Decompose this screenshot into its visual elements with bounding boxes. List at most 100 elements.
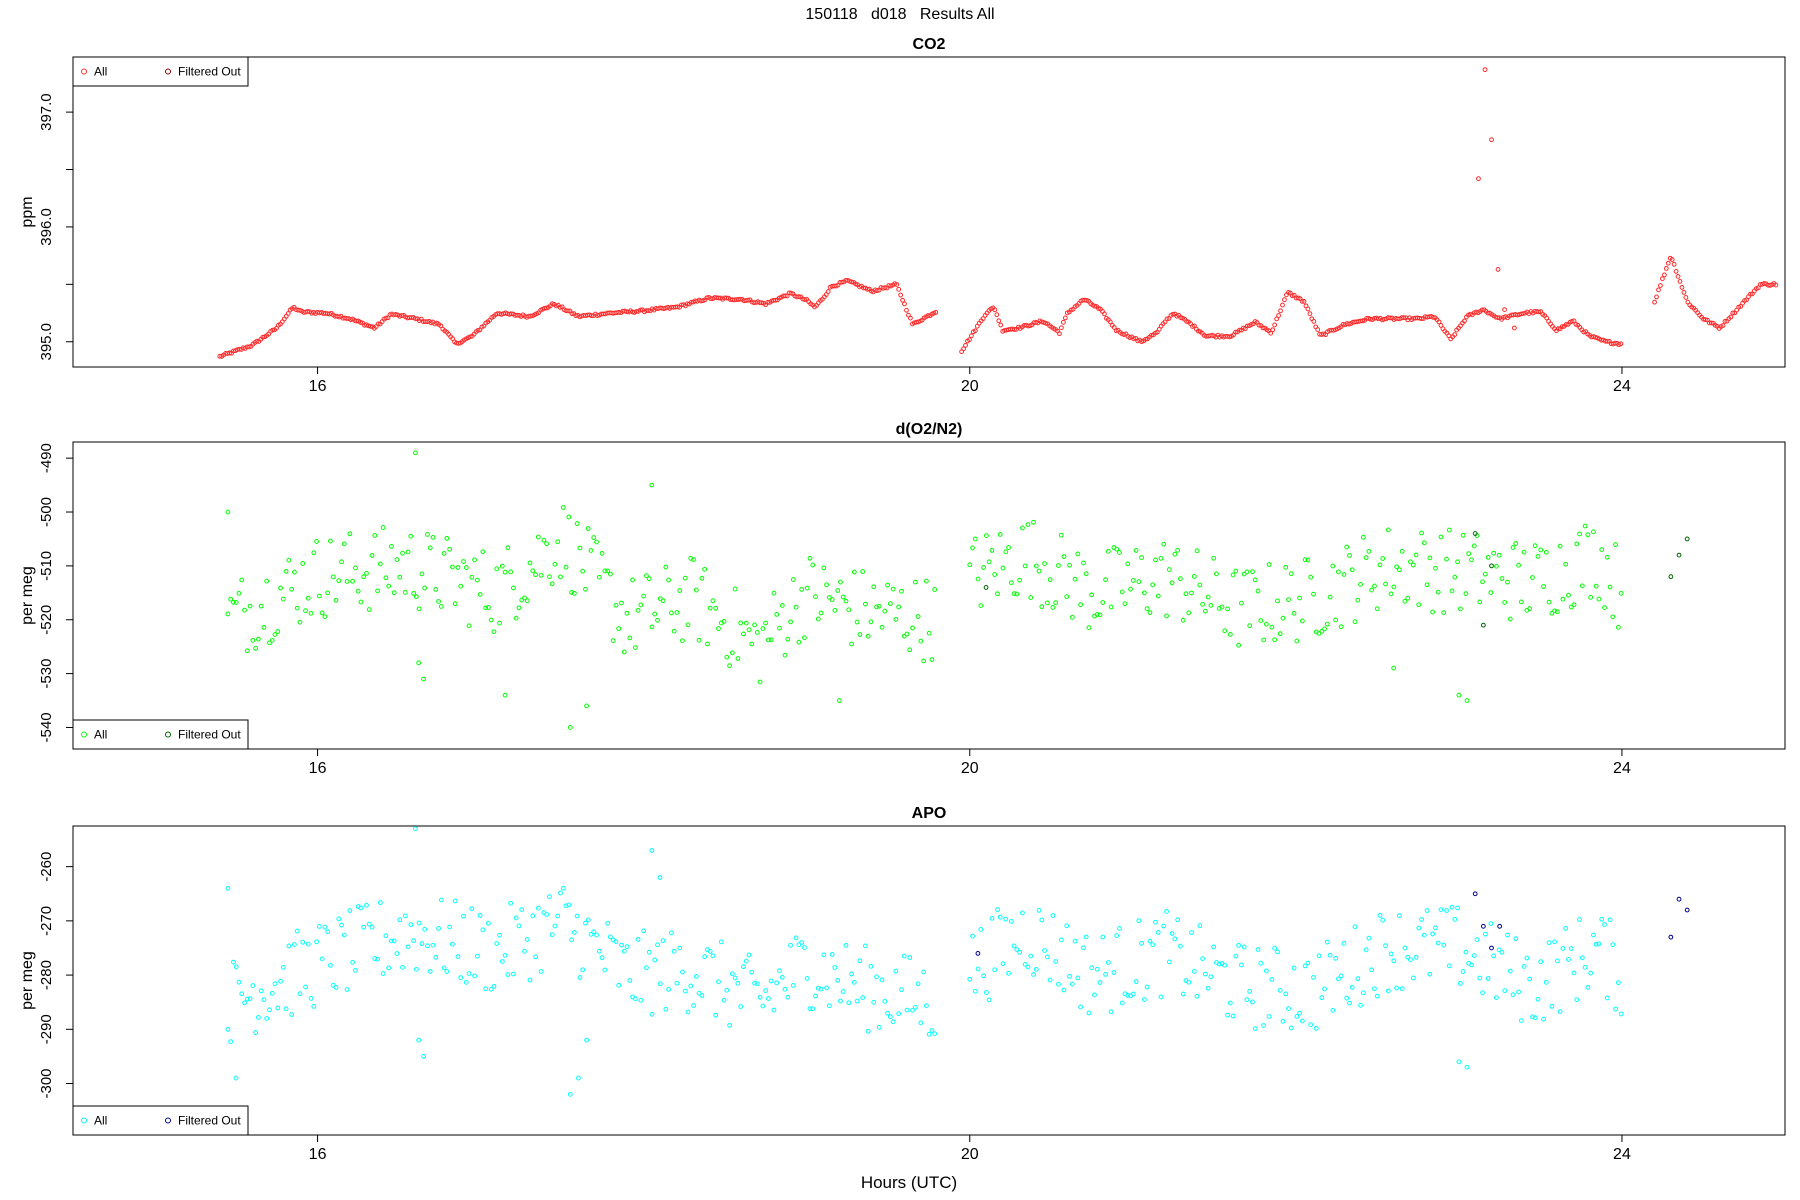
data-point [524, 937, 530, 942]
legend-marker-filtered [165, 731, 171, 738]
data-point [391, 938, 397, 944]
data-point [1133, 979, 1139, 984]
data-point [311, 1004, 317, 1009]
y-axis-label: per meg [19, 951, 36, 1010]
data-point [1147, 938, 1153, 944]
data-point [1094, 966, 1100, 972]
data-point [832, 607, 838, 613]
data-point [244, 996, 250, 1002]
data-point [1150, 582, 1156, 588]
data-point [233, 964, 239, 970]
data-point [815, 616, 821, 622]
data-point [1117, 926, 1122, 931]
data-point [522, 595, 527, 601]
y-axis-label: per meg [19, 566, 36, 625]
all-points [225, 450, 1624, 730]
data-point [283, 1006, 289, 1012]
data-point [871, 999, 877, 1005]
data-point [682, 575, 688, 581]
data-point [1103, 972, 1108, 977]
data-point [1222, 962, 1228, 968]
data-point [1546, 940, 1552, 946]
data-point [1581, 329, 1587, 335]
legend: All Filtered Out [72, 1105, 249, 1136]
data-point [773, 297, 778, 303]
data-point [405, 549, 411, 555]
data-point [713, 605, 719, 611]
data-point [779, 603, 785, 608]
filtered-point [1668, 574, 1674, 580]
data-point [1180, 617, 1186, 623]
data-point [228, 596, 234, 602]
data-point [983, 533, 989, 539]
data-point [1169, 580, 1175, 586]
data-point [1297, 1010, 1303, 1016]
data-point [1299, 618, 1305, 624]
data-point [716, 626, 721, 631]
data-point [1385, 527, 1391, 533]
data-point [1208, 602, 1214, 608]
data-point [782, 986, 788, 992]
data-point [1269, 977, 1275, 982]
data-point [555, 539, 561, 545]
data-point [1433, 565, 1438, 571]
data-point [749, 641, 755, 647]
data-point [1530, 1014, 1535, 1020]
data-point [569, 311, 575, 317]
data-point [771, 1007, 777, 1013]
data-point [1169, 931, 1175, 936]
data-point [1388, 951, 1394, 957]
data-point [1097, 980, 1103, 985]
data-point [1462, 318, 1467, 324]
data-point [1330, 1007, 1336, 1013]
data-point [1582, 964, 1588, 970]
data-point [1319, 995, 1325, 1001]
data-point [413, 450, 418, 456]
data-point [641, 593, 647, 599]
data-point [649, 847, 655, 853]
data-point [1028, 595, 1034, 600]
data-point [242, 1000, 247, 1006]
data-point [857, 632, 863, 637]
data-point [413, 826, 418, 832]
data-point [228, 1039, 234, 1045]
data-point [1250, 569, 1255, 575]
data-point [896, 1011, 902, 1017]
data-point [649, 482, 655, 488]
data-point [408, 922, 414, 928]
data-point [558, 890, 563, 896]
data-point [923, 1003, 929, 1009]
data-point [735, 980, 741, 986]
data-point [1383, 943, 1388, 949]
data-point [305, 941, 311, 947]
x-tick-label: 24 [1613, 1146, 1631, 1163]
data-point [278, 978, 283, 984]
data-point [1405, 954, 1411, 960]
data-point [422, 585, 428, 591]
data-point [660, 938, 666, 944]
data-point [1380, 556, 1386, 561]
data-point [829, 952, 835, 957]
data-point [1394, 564, 1400, 570]
data-point [1172, 936, 1178, 942]
data-point [1108, 1009, 1114, 1015]
data-point [1488, 590, 1494, 596]
data-point [1216, 961, 1222, 967]
data-point [303, 984, 308, 990]
data-point [1274, 316, 1280, 322]
data-point [1268, 330, 1274, 336]
x-tick-label: 20 [961, 378, 979, 395]
data-point [1560, 596, 1566, 602]
data-point [1419, 316, 1424, 322]
data-point [1244, 323, 1250, 329]
data-point [402, 913, 408, 919]
data-point [760, 626, 766, 631]
data-point [510, 971, 516, 977]
data-point [583, 586, 588, 592]
data-point [635, 607, 641, 613]
data-point [1455, 559, 1461, 565]
filtered-point [1489, 945, 1494, 951]
data-point [566, 514, 572, 520]
data-point [1560, 946, 1566, 951]
data-point [1355, 597, 1361, 603]
